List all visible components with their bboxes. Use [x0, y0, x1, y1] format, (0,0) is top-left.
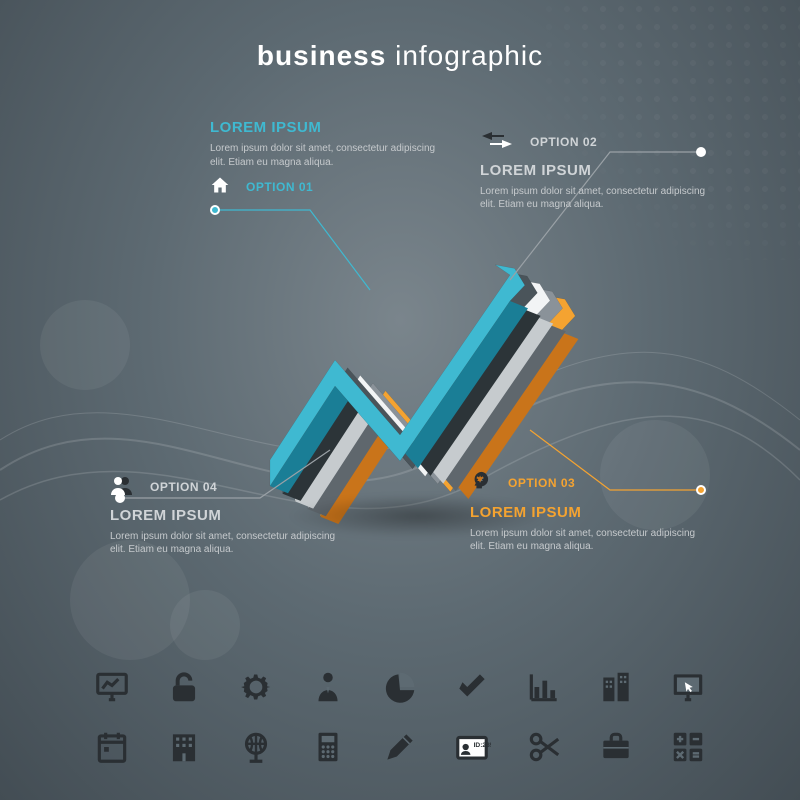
svg-text:ID:235: ID:235: [474, 742, 491, 749]
pen-icon: [379, 726, 421, 768]
option-04-headline: LOREM IPSUM: [110, 506, 340, 526]
bar-chart-icon: [523, 666, 565, 708]
pie-icon: [379, 666, 421, 708]
option-04-body: Lorem ipsum dolor sit amet, consectetur …: [110, 530, 340, 557]
home-icon: [210, 175, 230, 200]
office-icon: [163, 726, 205, 768]
option-03-label: OPTION 03: [508, 475, 575, 491]
option-02-headline: LOREM IPSUM: [480, 161, 710, 181]
title-bold: business: [257, 40, 386, 71]
arrows-lr-icon: [480, 130, 514, 155]
option-04-block: OPTION 04 LOREM IPSUM Lorem ipsum dolor …: [110, 475, 340, 557]
id-card-icon: ID:235: [451, 726, 493, 768]
option-02-block: OPTION 02 LOREM IPSUM Lorem ipsum dolor …: [480, 130, 710, 212]
title-light: infographic: [395, 40, 543, 71]
unlock-icon: [163, 666, 205, 708]
check-icon: [451, 666, 493, 708]
option-04-label: OPTION 04: [150, 479, 217, 495]
gear-icon: [235, 666, 277, 708]
globe-stand-icon: [235, 726, 277, 768]
option-01-headline: LOREM IPSUM: [210, 118, 440, 138]
pc-cursor-icon: [667, 666, 709, 708]
calculator-icon: [307, 726, 349, 768]
icon-grid: ID:235: [0, 666, 800, 768]
option-03-headline: LOREM IPSUM: [470, 503, 700, 523]
briefcase-icon: [595, 726, 637, 768]
option-02-body: Lorem ipsum dolor sit amet, consectetur …: [480, 185, 710, 212]
buildings-icon: [595, 666, 637, 708]
businessman-icon: [307, 666, 349, 708]
head-network-icon: [470, 470, 492, 497]
option-01-label: OPTION 01: [246, 179, 313, 195]
monitor-chart-icon: [91, 666, 133, 708]
calc-ops-icon: [667, 726, 709, 768]
option-01-block: LOREM IPSUM Lorem ipsum dolor sit amet, …: [210, 118, 440, 200]
leader-dot: [210, 205, 220, 215]
calendar-icon: [91, 726, 133, 768]
option-01-body: Lorem ipsum dolor sit amet, consectetur …: [210, 142, 440, 169]
option-03-body: Lorem ipsum dolor sit amet, consectetur …: [470, 527, 700, 554]
scissors-icon: [523, 726, 565, 768]
page-title: business infographic: [0, 40, 800, 72]
users-icon: [110, 475, 134, 500]
option-03-block: OPTION 03 LOREM IPSUM Lorem ipsum dolor …: [470, 470, 700, 554]
option-02-label: OPTION 02: [530, 134, 597, 150]
